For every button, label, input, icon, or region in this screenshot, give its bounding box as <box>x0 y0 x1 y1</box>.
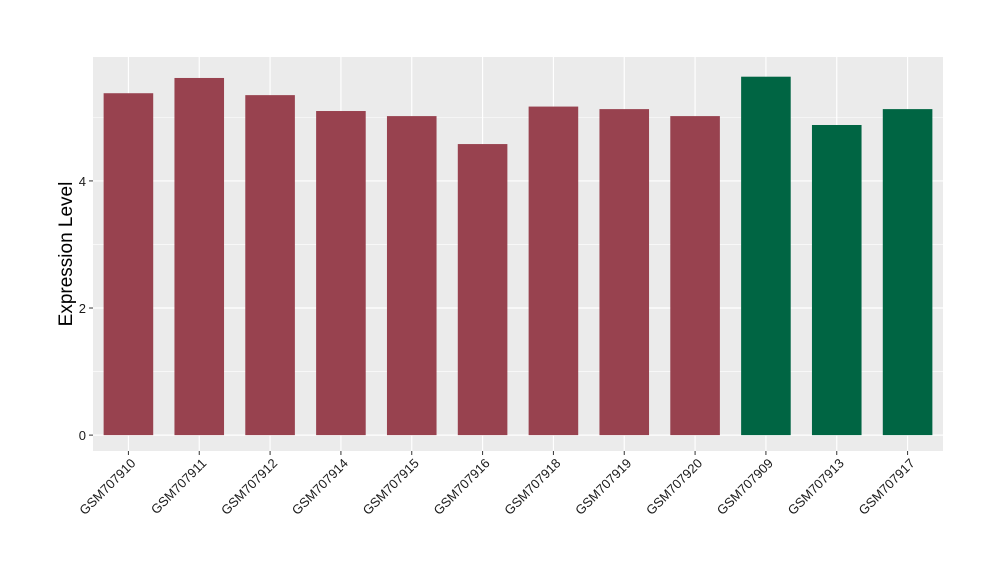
bar-gsm707917 <box>882 109 933 436</box>
bar-gsm707909 <box>741 76 791 436</box>
bar-gsm707915 <box>386 116 437 436</box>
x-axis: GSM707910 GSM707911 GSM707912 GSM707914 GSM7… <box>76 451 918 518</box>
x-tick-label: GSM707909 <box>714 456 776 518</box>
grid-minor <box>93 117 943 372</box>
x-tick-label: GSM707910 <box>76 456 138 518</box>
bars <box>103 76 933 436</box>
x-tick-label: GSM707915 <box>360 456 422 518</box>
x-tick-label: GSM707912 <box>218 456 280 518</box>
x-tick-label: GSM707914 <box>289 456 351 518</box>
x-tick-label: GSM707918 <box>501 456 563 518</box>
bar-gsm707914 <box>316 111 366 436</box>
y-axis-label: Expression Level <box>56 182 77 327</box>
x-tick-label: GSM707913 <box>785 456 847 518</box>
bar-gsm707911 <box>174 77 225 436</box>
bar-gsm707910 <box>103 93 154 436</box>
bar-gsm707916 <box>457 144 508 436</box>
y-axis: 0 2 4 <box>79 174 93 443</box>
x-tick-label: GSM707916 <box>430 456 492 518</box>
x-tick-label: GSM707911 <box>148 456 210 518</box>
bar-gsm707912 <box>245 95 295 436</box>
x-tick-label: GSM707917 <box>855 456 917 518</box>
plot-panel <box>93 57 943 451</box>
x-tick-label: GSM707919 <box>572 456 634 518</box>
x-tick-label: GSM707920 <box>643 456 705 518</box>
y-tick-label: 2 <box>79 301 86 316</box>
bar-gsm707918 <box>528 106 579 436</box>
bar-gsm707920 <box>670 116 720 436</box>
bar-gsm707913 <box>811 124 862 436</box>
y-tick-label: 4 <box>79 174 86 189</box>
y-tick-label: 0 <box>79 428 86 443</box>
bar-gsm707919 <box>599 109 650 436</box>
